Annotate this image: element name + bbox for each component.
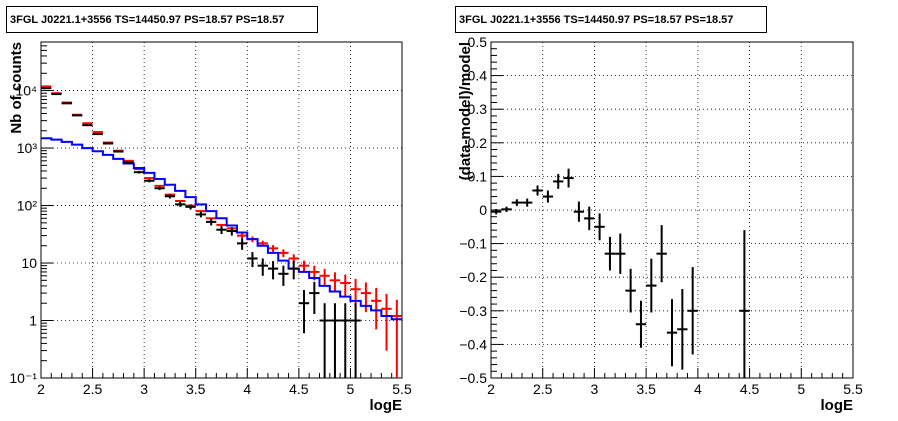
- residual-panel: 3FGL J0221.1+3556 TS=14450.97 PS=18.57 P…: [455, 6, 863, 414]
- x-tick-label: 2: [487, 381, 495, 397]
- y-tick-label: 10⁴: [15, 83, 37, 99]
- y-tick-label: 0.5: [468, 34, 488, 50]
- y-tick-label: −0.1: [459, 236, 487, 252]
- y-tick-label: 10³: [17, 140, 38, 156]
- y-axis-title: (data-model)/model: [457, 42, 474, 180]
- x-tick-label: 3.5: [186, 381, 206, 397]
- y-tick-label: 1: [29, 313, 37, 329]
- x-tick-label: 2: [37, 381, 45, 397]
- model-source-histogram: [41, 137, 402, 321]
- y-tick-label: 0.2: [468, 135, 488, 151]
- plot-frame: [40, 41, 403, 379]
- y-tick-label: 0.1: [468, 168, 488, 184]
- y-tick-label: −0.2: [459, 269, 487, 285]
- y-tick-label: −0.5: [459, 370, 487, 386]
- counts-panel: 3FGL J0221.1+3556 TS=14450.97 PS=18.57 P…: [6, 6, 412, 414]
- grid: [491, 42, 853, 378]
- y-tick-label: 10: [21, 255, 37, 271]
- x-tick-label: 5: [347, 381, 355, 397]
- x-tick-label: 2.5: [533, 381, 553, 397]
- x-tick-label: 4: [694, 381, 702, 397]
- x-tick-label: 4: [243, 381, 251, 397]
- x-tick-label: 5.5: [392, 381, 412, 397]
- x-axis-title: logE: [370, 397, 403, 414]
- y-axis-title: Nb of counts: [8, 42, 25, 134]
- x-tick-label: 4.5: [740, 381, 760, 397]
- x-axis-title: logE: [821, 397, 854, 414]
- x-tick-label: 3.5: [636, 381, 656, 397]
- x-tick-label: 3: [591, 381, 599, 397]
- x-tick-label: 3: [140, 381, 148, 397]
- series-group: [491, 168, 750, 378]
- y-tick-label: −0.4: [459, 336, 487, 352]
- grid: [41, 42, 402, 378]
- chart-title: 3FGL J0221.1+3556 TS=14450.97 PS=18.57 P…: [459, 14, 733, 26]
- y-tick-label: 0.3: [468, 101, 488, 117]
- x-tick-label: 2.5: [83, 381, 103, 397]
- title-box: [6, 6, 318, 33]
- series-group: [41, 85, 402, 378]
- x-tick-label: 4.5: [289, 381, 309, 397]
- x-tick-label: 5: [797, 381, 805, 397]
- chart-title: 3FGL J0221.1+3556 TS=14450.97 PS=18.57 P…: [10, 14, 284, 26]
- x-tick-label: 5.5: [843, 381, 863, 397]
- y-tick-label: 10²: [17, 198, 38, 214]
- y-tick-label: 10⁻¹: [9, 370, 37, 386]
- y-tick-label: 0.4: [468, 68, 488, 84]
- y-tick-label: −0.3: [459, 303, 487, 319]
- y-tick-label: 0: [479, 202, 487, 218]
- title-box: [455, 6, 767, 33]
